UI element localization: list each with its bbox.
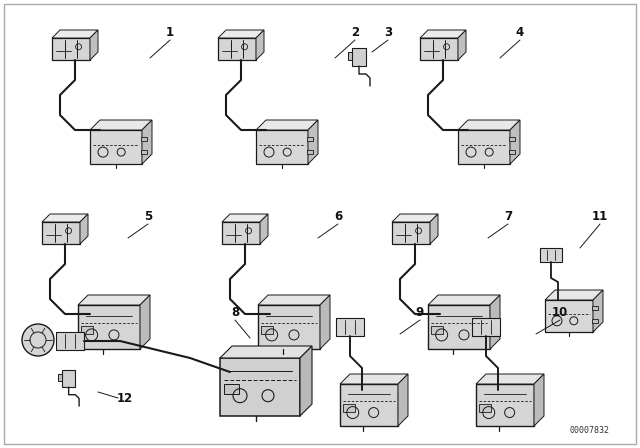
- Text: 12: 12: [117, 392, 133, 405]
- Bar: [592, 319, 598, 323]
- Polygon shape: [392, 214, 438, 222]
- Text: 3: 3: [384, 26, 392, 39]
- Bar: [90, 130, 142, 164]
- Polygon shape: [545, 290, 603, 300]
- Bar: [78, 305, 140, 349]
- Bar: [218, 38, 256, 60]
- Bar: [336, 318, 364, 336]
- Polygon shape: [222, 214, 268, 222]
- Polygon shape: [258, 295, 330, 305]
- Text: 11: 11: [592, 210, 608, 223]
- Bar: [56, 332, 84, 350]
- Bar: [52, 38, 90, 60]
- Polygon shape: [320, 295, 330, 349]
- Bar: [81, 326, 93, 334]
- Polygon shape: [90, 120, 152, 130]
- Text: 6: 6: [334, 210, 342, 223]
- Text: 10: 10: [552, 306, 568, 319]
- Bar: [141, 137, 147, 141]
- Bar: [479, 404, 491, 412]
- Bar: [343, 404, 355, 412]
- Polygon shape: [256, 30, 264, 60]
- Polygon shape: [52, 30, 98, 38]
- Polygon shape: [458, 120, 520, 130]
- Text: 00007832: 00007832: [570, 426, 610, 435]
- Polygon shape: [398, 374, 408, 426]
- Polygon shape: [430, 214, 438, 244]
- Polygon shape: [340, 374, 408, 384]
- Bar: [348, 52, 352, 60]
- Bar: [352, 48, 366, 66]
- Polygon shape: [80, 214, 88, 244]
- Polygon shape: [260, 214, 268, 244]
- Bar: [420, 38, 458, 60]
- Bar: [261, 326, 273, 334]
- Bar: [222, 222, 260, 244]
- Bar: [540, 248, 562, 262]
- Bar: [476, 384, 534, 426]
- Bar: [307, 137, 313, 141]
- Text: 1: 1: [166, 26, 174, 39]
- Polygon shape: [308, 120, 318, 164]
- Polygon shape: [218, 30, 264, 38]
- Bar: [509, 137, 515, 141]
- Polygon shape: [458, 30, 466, 60]
- Text: 9: 9: [416, 306, 424, 319]
- Bar: [258, 305, 320, 349]
- Polygon shape: [420, 30, 466, 38]
- Polygon shape: [476, 374, 544, 384]
- Bar: [307, 151, 313, 155]
- Bar: [62, 370, 76, 387]
- Bar: [592, 306, 598, 310]
- Circle shape: [22, 324, 54, 356]
- Bar: [431, 326, 443, 334]
- Bar: [220, 358, 300, 416]
- Polygon shape: [220, 346, 312, 358]
- Polygon shape: [534, 374, 544, 426]
- Bar: [141, 151, 147, 155]
- Bar: [42, 222, 80, 244]
- Bar: [392, 222, 430, 244]
- Polygon shape: [490, 295, 500, 349]
- Polygon shape: [300, 346, 312, 416]
- Polygon shape: [593, 290, 603, 332]
- Bar: [458, 130, 510, 164]
- Polygon shape: [78, 295, 150, 305]
- Bar: [256, 130, 308, 164]
- Bar: [58, 374, 62, 381]
- Text: 2: 2: [351, 26, 359, 39]
- Bar: [472, 318, 500, 336]
- Bar: [428, 305, 490, 349]
- Text: 8: 8: [231, 306, 239, 319]
- Bar: [340, 384, 398, 426]
- Text: 4: 4: [516, 26, 524, 39]
- Polygon shape: [140, 295, 150, 349]
- Text: 5: 5: [144, 210, 152, 223]
- Polygon shape: [90, 30, 98, 60]
- Polygon shape: [142, 120, 152, 164]
- Polygon shape: [42, 214, 88, 222]
- Bar: [224, 384, 239, 394]
- Polygon shape: [428, 295, 500, 305]
- Polygon shape: [256, 120, 318, 130]
- Bar: [509, 151, 515, 155]
- Bar: [545, 300, 593, 332]
- Polygon shape: [510, 120, 520, 164]
- Text: 7: 7: [504, 210, 512, 223]
